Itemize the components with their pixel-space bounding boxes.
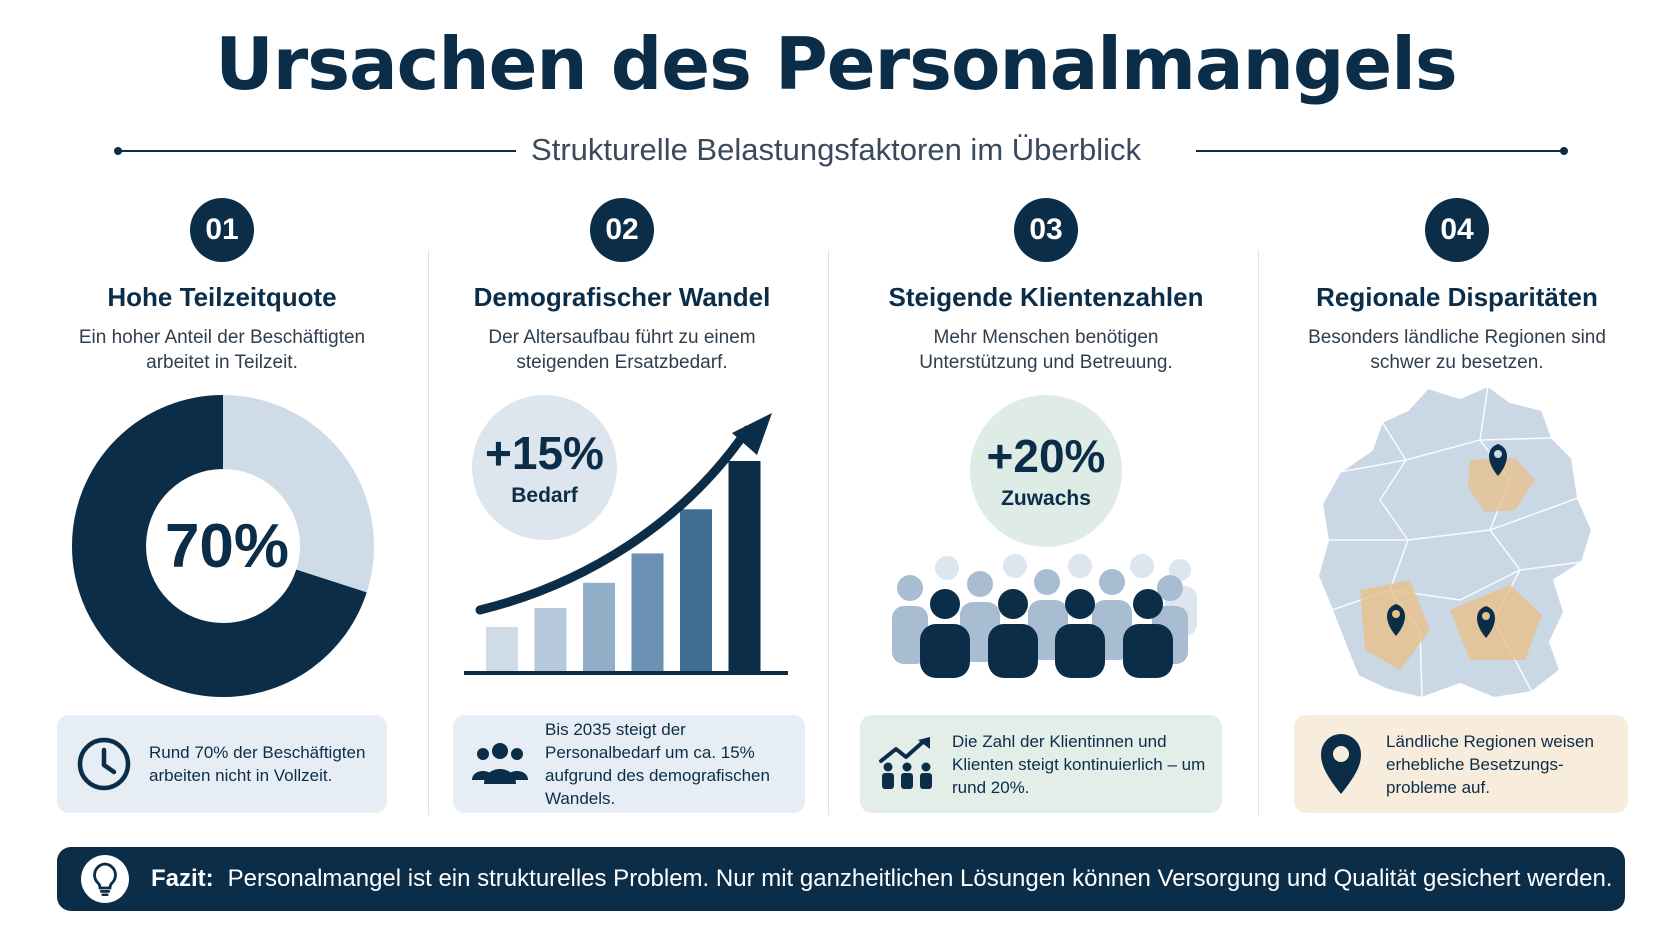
column-divider [828,250,829,815]
clients-stat-label: Zuwachs [1001,487,1091,510]
map-pin-icon [1310,732,1372,796]
subtitle-divider-left [114,147,516,155]
factor-heading: Steigende Klientenzahlen [888,282,1204,312]
lightbulb-icon [81,855,129,903]
map-region-highlight [1468,458,1535,512]
step-number-badge: 02 [590,198,654,262]
info-box-text: Rund 70% der Beschäftigten arbeiten nich… [149,743,366,785]
conclusion-text: Personalmangel ist ein strukturelles Pro… [227,865,1613,892]
people-group-icon [469,742,531,786]
map-region-highlight [1450,585,1542,660]
divider-dot [1560,147,1568,155]
factor-column-4: 04 Regionale Disparitäten Besonders länd… [1257,198,1657,375]
info-box-3: Die Zahl der Klientinnen und Klienten st… [860,715,1222,813]
growth-arrow-head [732,413,772,455]
donut-share-segment [72,395,374,697]
growth-bar [728,461,761,671]
clients-stat-bubble: +20% Zuwachs [970,395,1122,547]
factor-heading: Hohe Teilzeitquote [107,282,337,312]
factor-column-2: 02 Demografischer Wandel Der Altersaufba… [422,198,822,375]
demand-stat-value: +15% [485,426,604,479]
map-outline [1316,384,1594,700]
growth-people-icon [876,737,938,791]
growth-bar [583,582,615,671]
clock-icon [73,736,135,792]
page-subtitle: Strukturelle Belastungsfaktoren im Überb… [531,132,1141,167]
subtitle-divider-right [1196,147,1568,155]
growth-bar [680,509,712,671]
info-box-text: Bis 2035 steigt der Personalbedarf um ca… [545,720,770,808]
demand-stat-bubble: +15% Bedarf [472,395,617,540]
conclusion-label: Fazit: [151,865,214,892]
growth-bar [534,608,567,671]
factor-description: Ein hoher Anteil der Beschäftigten arbei… [78,327,366,373]
conclusion-banner: Fazit: Personalmangel ist ein strukturel… [57,847,1625,911]
step-number-badge: 03 [1014,198,1078,262]
donut-value-label: 70% [165,512,289,581]
step-number-badge: 01 [190,198,254,262]
map-pin-icon [1489,444,1507,476]
info-box-4: Ländliche Regionen weisen erhebliche Bes… [1294,715,1628,813]
column-divider [428,250,429,815]
factor-column-3: 03 Steigende Klientenzahlen Mehr Mensche… [846,198,1246,375]
divider-dot [114,147,122,155]
factor-column-1: 01 Hohe Teilzeitquote Ein hoher Anteil d… [22,198,422,375]
growth-bar [631,553,664,671]
donut-chart: 70% [72,395,374,697]
map-pin-icon [1477,606,1495,638]
growth-bar-chart [462,405,792,680]
factor-description: Besonders ländliche Regionen sind schwer… [1308,327,1606,373]
page-title: Ursachen des Personalmangels [215,22,1458,106]
info-box-1: Rund 70% der Beschäftigten arbeiten nich… [57,715,387,813]
germany-map [1310,380,1600,705]
factor-heading: Demografischer Wandel [473,282,771,312]
info-box-text: Ländliche Regionen weisen erhebliche Bes… [1386,731,1594,797]
column-divider [1258,250,1259,815]
crowd-illustration [880,548,1210,678]
growth-arrow-line [475,425,752,615]
step-number-badge: 04 [1425,198,1489,262]
subtitle-row: Strukturelle Belastungsfaktoren im Überb… [0,128,1672,178]
info-box-2: Bis 2035 steigt der Personalbedarf um ca… [453,715,805,813]
demand-stat-label: Bedarf [511,483,578,507]
factor-heading: Regionale Disparitäten [1316,282,1598,312]
factor-description: Der Altersaufbau führt zu einem steigend… [488,327,756,373]
clients-stat-value: +20% [986,430,1106,482]
growth-bar [486,626,518,671]
factor-description: Mehr Menschen benötigen Unterstützung un… [919,327,1173,373]
info-box-text: Die Zahl der Klientinnen und Klienten st… [952,731,1206,797]
map-pin-icon [1387,604,1405,636]
